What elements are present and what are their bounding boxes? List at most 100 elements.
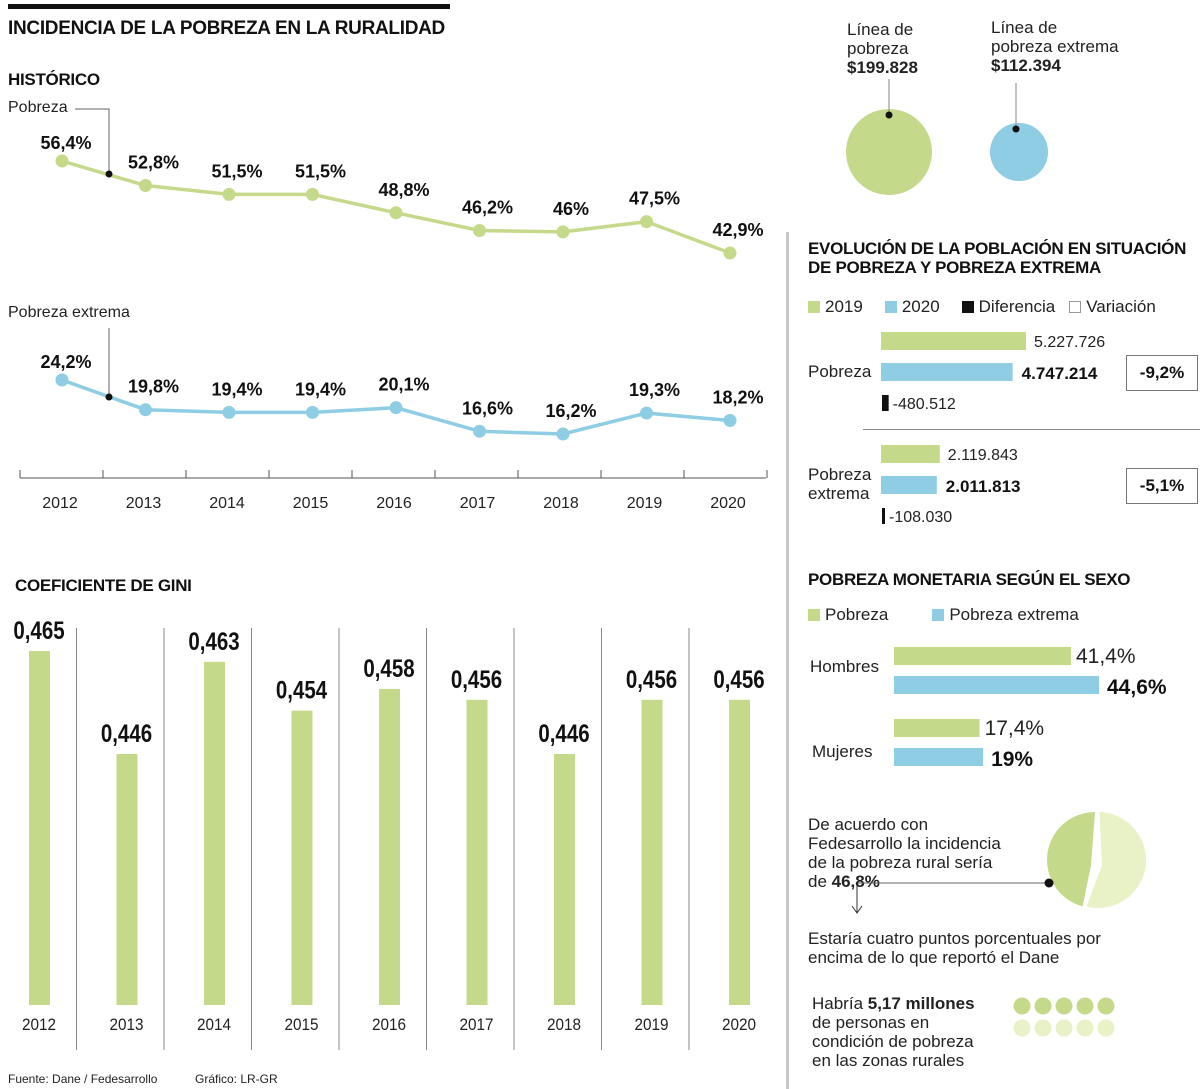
gini-value-label: 0,446 xyxy=(538,719,589,747)
fedesarrollo-highlight: 46,8% xyxy=(831,872,880,891)
source-note: Fuente: Dane / Fedesarrollo xyxy=(8,1072,158,1086)
column-divider xyxy=(786,232,789,1089)
legend-swatch-2019 xyxy=(808,301,820,313)
bar-pobreza-extrema xyxy=(894,748,984,766)
data-point xyxy=(473,224,486,238)
person-dot-light xyxy=(1013,1019,1031,1037)
data-label: 56,4% xyxy=(40,133,91,153)
linea-extrema-label-line2: pobreza extrema xyxy=(991,37,1119,56)
legend-label-2020: 2020 xyxy=(901,297,940,316)
x-tick-label: 2015 xyxy=(293,495,329,512)
gini-bar xyxy=(379,688,400,1005)
linea-pobreza-label-line1: Línea de xyxy=(847,20,914,39)
gini-year-label: 2016 xyxy=(372,1015,406,1034)
data-point xyxy=(723,414,737,427)
historico-title: HISTÓRICO xyxy=(8,70,100,89)
gini-bar xyxy=(116,754,138,1005)
gini-title: COEFICIENTE DE GINI xyxy=(15,576,192,595)
evolucion-separator xyxy=(863,429,1200,430)
fedesarrollo-text-line3: de la pobreza rural sería xyxy=(808,853,993,872)
data-point xyxy=(306,405,319,419)
data-label: 19,3% xyxy=(629,380,680,400)
callout-line-pobreza xyxy=(75,108,110,174)
callout-dot-pobreza-extrema xyxy=(105,393,113,401)
sexo-legend: Pobreza Pobreza extrema xyxy=(808,605,1079,625)
pie-slice-resto xyxy=(1086,812,1146,908)
person-dot xyxy=(1055,997,1073,1015)
evolucion-title: EVOLUCIÓN DE LA POBLACIÓN EN SITUACIÓN D… xyxy=(808,239,1186,277)
bar-pobreza-extrema xyxy=(894,676,1099,694)
bar-2020 xyxy=(881,476,937,494)
gini-year-label: 2012 xyxy=(22,1015,56,1034)
data-label: 51,5% xyxy=(295,161,346,181)
x-tick-label: 2017 xyxy=(460,495,496,512)
gini-value-label: 0,454 xyxy=(276,676,328,704)
gini-year-label: 2017 xyxy=(459,1015,493,1034)
data-point xyxy=(55,154,69,168)
bar-pobreza-extrema-label: 19% xyxy=(991,748,1033,771)
bar-2019 xyxy=(881,445,940,463)
millones-line3: condición de pobreza xyxy=(812,1032,974,1051)
gini-bar xyxy=(291,710,313,1005)
x-tick-label: 2012 xyxy=(42,495,78,512)
bar-2020 xyxy=(881,363,1013,381)
millones-line2: de personas en xyxy=(812,1013,930,1032)
bubble-leader-dot xyxy=(885,111,893,119)
person-dot-light xyxy=(1055,1019,1073,1037)
data-label: 19,4% xyxy=(211,379,262,399)
x-tick-label: 2014 xyxy=(209,495,245,512)
person-dot-light xyxy=(1076,1019,1094,1037)
legend-swatch-pobreza xyxy=(808,609,820,621)
data-point xyxy=(640,215,653,229)
legend-swatch-diferencia xyxy=(961,301,974,313)
data-label: 48,8% xyxy=(378,180,429,200)
data-point xyxy=(139,179,152,193)
credit-note: Gráfico: LR-GR xyxy=(195,1072,278,1086)
arrow-down-head-icon xyxy=(851,905,863,914)
bar-diferencia-label: -108.030 xyxy=(889,509,952,526)
gini-value-label: 0,465 xyxy=(13,616,65,644)
fedesarrollo-note-line2: encima de lo que reportó el Dane xyxy=(808,948,1060,967)
data-label: 24,2% xyxy=(40,352,91,372)
bar-pobreza-label: 17,4% xyxy=(985,717,1045,740)
legend-swatch-variacion xyxy=(1069,301,1082,313)
linea-pobreza-label-line2: pobreza xyxy=(847,39,909,58)
data-label: 16,6% xyxy=(462,398,513,418)
data-point xyxy=(556,225,570,239)
bar-diferencia-label: -480.512 xyxy=(893,396,956,413)
data-label: 19,8% xyxy=(128,377,179,397)
pie-slice-pobreza-rural xyxy=(1047,812,1095,907)
group-label-pobreza-extrema: Pobreza extrema xyxy=(808,465,871,503)
data-point xyxy=(640,406,653,420)
legend-label-pobreza-extrema: Pobreza extrema xyxy=(949,605,1079,624)
data-label: 46% xyxy=(553,199,589,219)
x-tick-label: 2019 xyxy=(627,495,663,512)
fedesarrollo-text: De acuerdo con Fedesarrollo la incidenci… xyxy=(808,815,1001,891)
series-label-pobreza: Pobreza xyxy=(8,99,68,116)
evolucion-title-line1: EVOLUCIÓN DE LA POBLACIÓN EN SITUACIÓN xyxy=(808,239,1187,258)
fedesarrollo-note: Estaría cuatro puntos porcentuales por e… xyxy=(808,929,1101,967)
millones-line4: en las zonas rurales xyxy=(812,1051,965,1070)
legend-label-2019: 2019 xyxy=(825,297,863,316)
callout-dot-pobreza xyxy=(105,170,113,178)
bubble-leader-dot xyxy=(1012,125,1020,133)
variation-box-pobreza: -9,2% xyxy=(1126,355,1198,391)
pie-leader-dot xyxy=(1044,878,1054,888)
data-label: 20,1% xyxy=(378,375,429,395)
data-label: 16,2% xyxy=(545,401,596,421)
data-point xyxy=(222,187,236,201)
linea-extrema-value: $112.394 xyxy=(991,56,1061,75)
linea-extrema-label: Línea de pobreza extrema $112.394 xyxy=(991,18,1119,75)
historico-line-chart: 56,4% 52,8% 51,5% 51,5% 48,8% 46,2% 46% 47,5% 42… xyxy=(19,108,768,512)
data-label: 47,5% xyxy=(629,189,680,209)
bar-diferencia xyxy=(882,395,889,411)
person-dot xyxy=(1034,997,1052,1015)
legend-label-diferencia: Diferencia xyxy=(978,297,1056,316)
gini-value-label: 0,458 xyxy=(363,654,415,682)
gini-value-label: 0,456 xyxy=(713,665,764,693)
sexo-bar-chart: 41,4% 44,6% 17,4% 19% xyxy=(894,645,1167,771)
linea-pobreza-label: Línea de pobreza $199.828 xyxy=(847,20,918,77)
person-dot xyxy=(1097,997,1115,1015)
millones-highlight: 5,17 millones xyxy=(867,994,975,1013)
gini-bar xyxy=(29,651,50,1005)
